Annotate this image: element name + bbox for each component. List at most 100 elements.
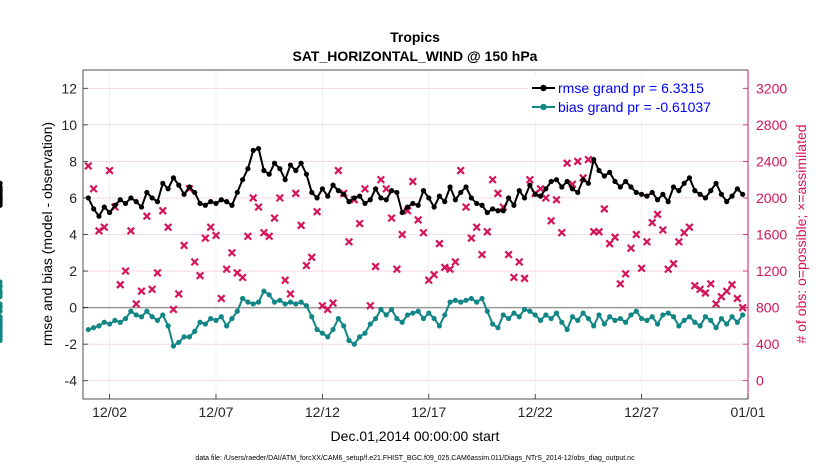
obs-marker	[440, 263, 449, 272]
bias-point	[309, 314, 315, 320]
bias-point	[0, 337, 3, 344]
rmse-point	[170, 175, 177, 181]
rmse-point	[575, 189, 581, 196]
right-tick-label: 3200	[756, 80, 787, 96]
bias-point	[133, 312, 139, 318]
rmse-point	[298, 160, 304, 166]
bias-point	[298, 299, 304, 305]
right-axis-label: # of obs: o=possible; ×=assimilated	[793, 124, 809, 343]
bias-point	[197, 319, 203, 325]
bias-point	[0, 283, 3, 289]
rmse-point	[154, 199, 161, 205]
obs-marker	[100, 223, 109, 232]
bias-point	[569, 314, 576, 320]
obs-marker	[116, 280, 125, 289]
bias-point	[543, 312, 549, 318]
bias-point	[415, 308, 421, 314]
obs-marker	[722, 287, 731, 296]
rmse-point	[697, 191, 703, 197]
obs-marker	[472, 223, 481, 232]
bias-point	[532, 312, 538, 318]
rmse-point	[399, 209, 405, 216]
bias-point	[112, 317, 118, 324]
bias-point	[660, 312, 666, 318]
rmse-point	[601, 173, 607, 179]
obs-marker	[217, 294, 226, 303]
bias-point	[224, 323, 230, 329]
bias-point	[176, 339, 182, 345]
bias-point	[330, 326, 336, 333]
obs-marker	[658, 225, 667, 235]
left-tick-label: 8	[69, 153, 77, 169]
rmse-point	[138, 204, 145, 210]
obs-marker	[297, 221, 306, 230]
obs-marker	[153, 268, 162, 277]
rmse-point	[107, 209, 113, 216]
obs-marker	[275, 193, 284, 203]
rmse-point	[218, 197, 224, 203]
obs-marker	[483, 227, 492, 236]
rmse-point	[628, 184, 634, 190]
bias-point	[463, 297, 469, 303]
bias-point	[559, 319, 565, 325]
bias-point	[426, 310, 432, 316]
bias-point	[229, 315, 235, 322]
rmse-point	[702, 195, 709, 201]
obs-marker	[690, 281, 699, 290]
rmse-point	[293, 167, 299, 174]
legend-marker-bias	[540, 103, 547, 111]
rmse-point	[176, 182, 182, 188]
bias-point	[0, 325, 3, 331]
rmse-point	[271, 160, 278, 166]
rmse-point	[559, 184, 565, 190]
rmse-point	[543, 186, 549, 192]
rmse-point	[213, 200, 219, 207]
rmse-point	[240, 177, 246, 183]
x-tick-label: 12/02	[92, 404, 127, 420]
bias-point	[436, 323, 443, 329]
obs-marker	[621, 269, 630, 278]
rmse-point	[112, 202, 118, 208]
obs-marker	[142, 212, 151, 221]
bias-point	[303, 303, 310, 309]
obs-marker	[435, 239, 444, 248]
obs-marker	[632, 230, 641, 239]
rmse-point	[357, 193, 363, 199]
rmse-point	[250, 147, 256, 154]
bias-point	[0, 330, 3, 336]
bias-point	[623, 319, 629, 325]
bias-point	[293, 301, 299, 307]
bias-point	[383, 312, 389, 318]
rmse-point	[506, 195, 512, 201]
bias-point	[639, 315, 645, 322]
rmse-point	[128, 195, 134, 201]
bias-point	[511, 310, 517, 316]
bias-point	[553, 310, 560, 316]
left-tick-label: 10	[61, 117, 77, 133]
bias-point	[420, 315, 427, 322]
obs-marker	[685, 223, 694, 232]
bias-point	[676, 323, 682, 329]
bias-point	[245, 299, 251, 305]
rmse-point	[245, 166, 251, 172]
obs-marker	[616, 279, 625, 288]
rmse-point	[330, 182, 336, 188]
obs-marker	[201, 234, 210, 243]
bias-point	[149, 314, 155, 320]
bias-point	[718, 315, 725, 322]
rmse-point	[734, 186, 740, 192]
obs-marker	[701, 288, 710, 298]
chart-title: Tropics	[390, 29, 440, 45]
right-tick-label: 800	[756, 300, 780, 316]
left-tick-label: 12	[61, 80, 77, 96]
bias-point	[367, 321, 373, 327]
obs-marker	[132, 299, 141, 309]
rmse-point	[192, 189, 198, 196]
bias-point	[474, 299, 480, 305]
bias-point	[697, 323, 703, 329]
obs-marker	[419, 228, 428, 237]
rmse-point	[277, 166, 283, 172]
bias-point	[255, 299, 262, 305]
obs-marker	[206, 223, 215, 232]
obs-marker	[254, 203, 263, 212]
